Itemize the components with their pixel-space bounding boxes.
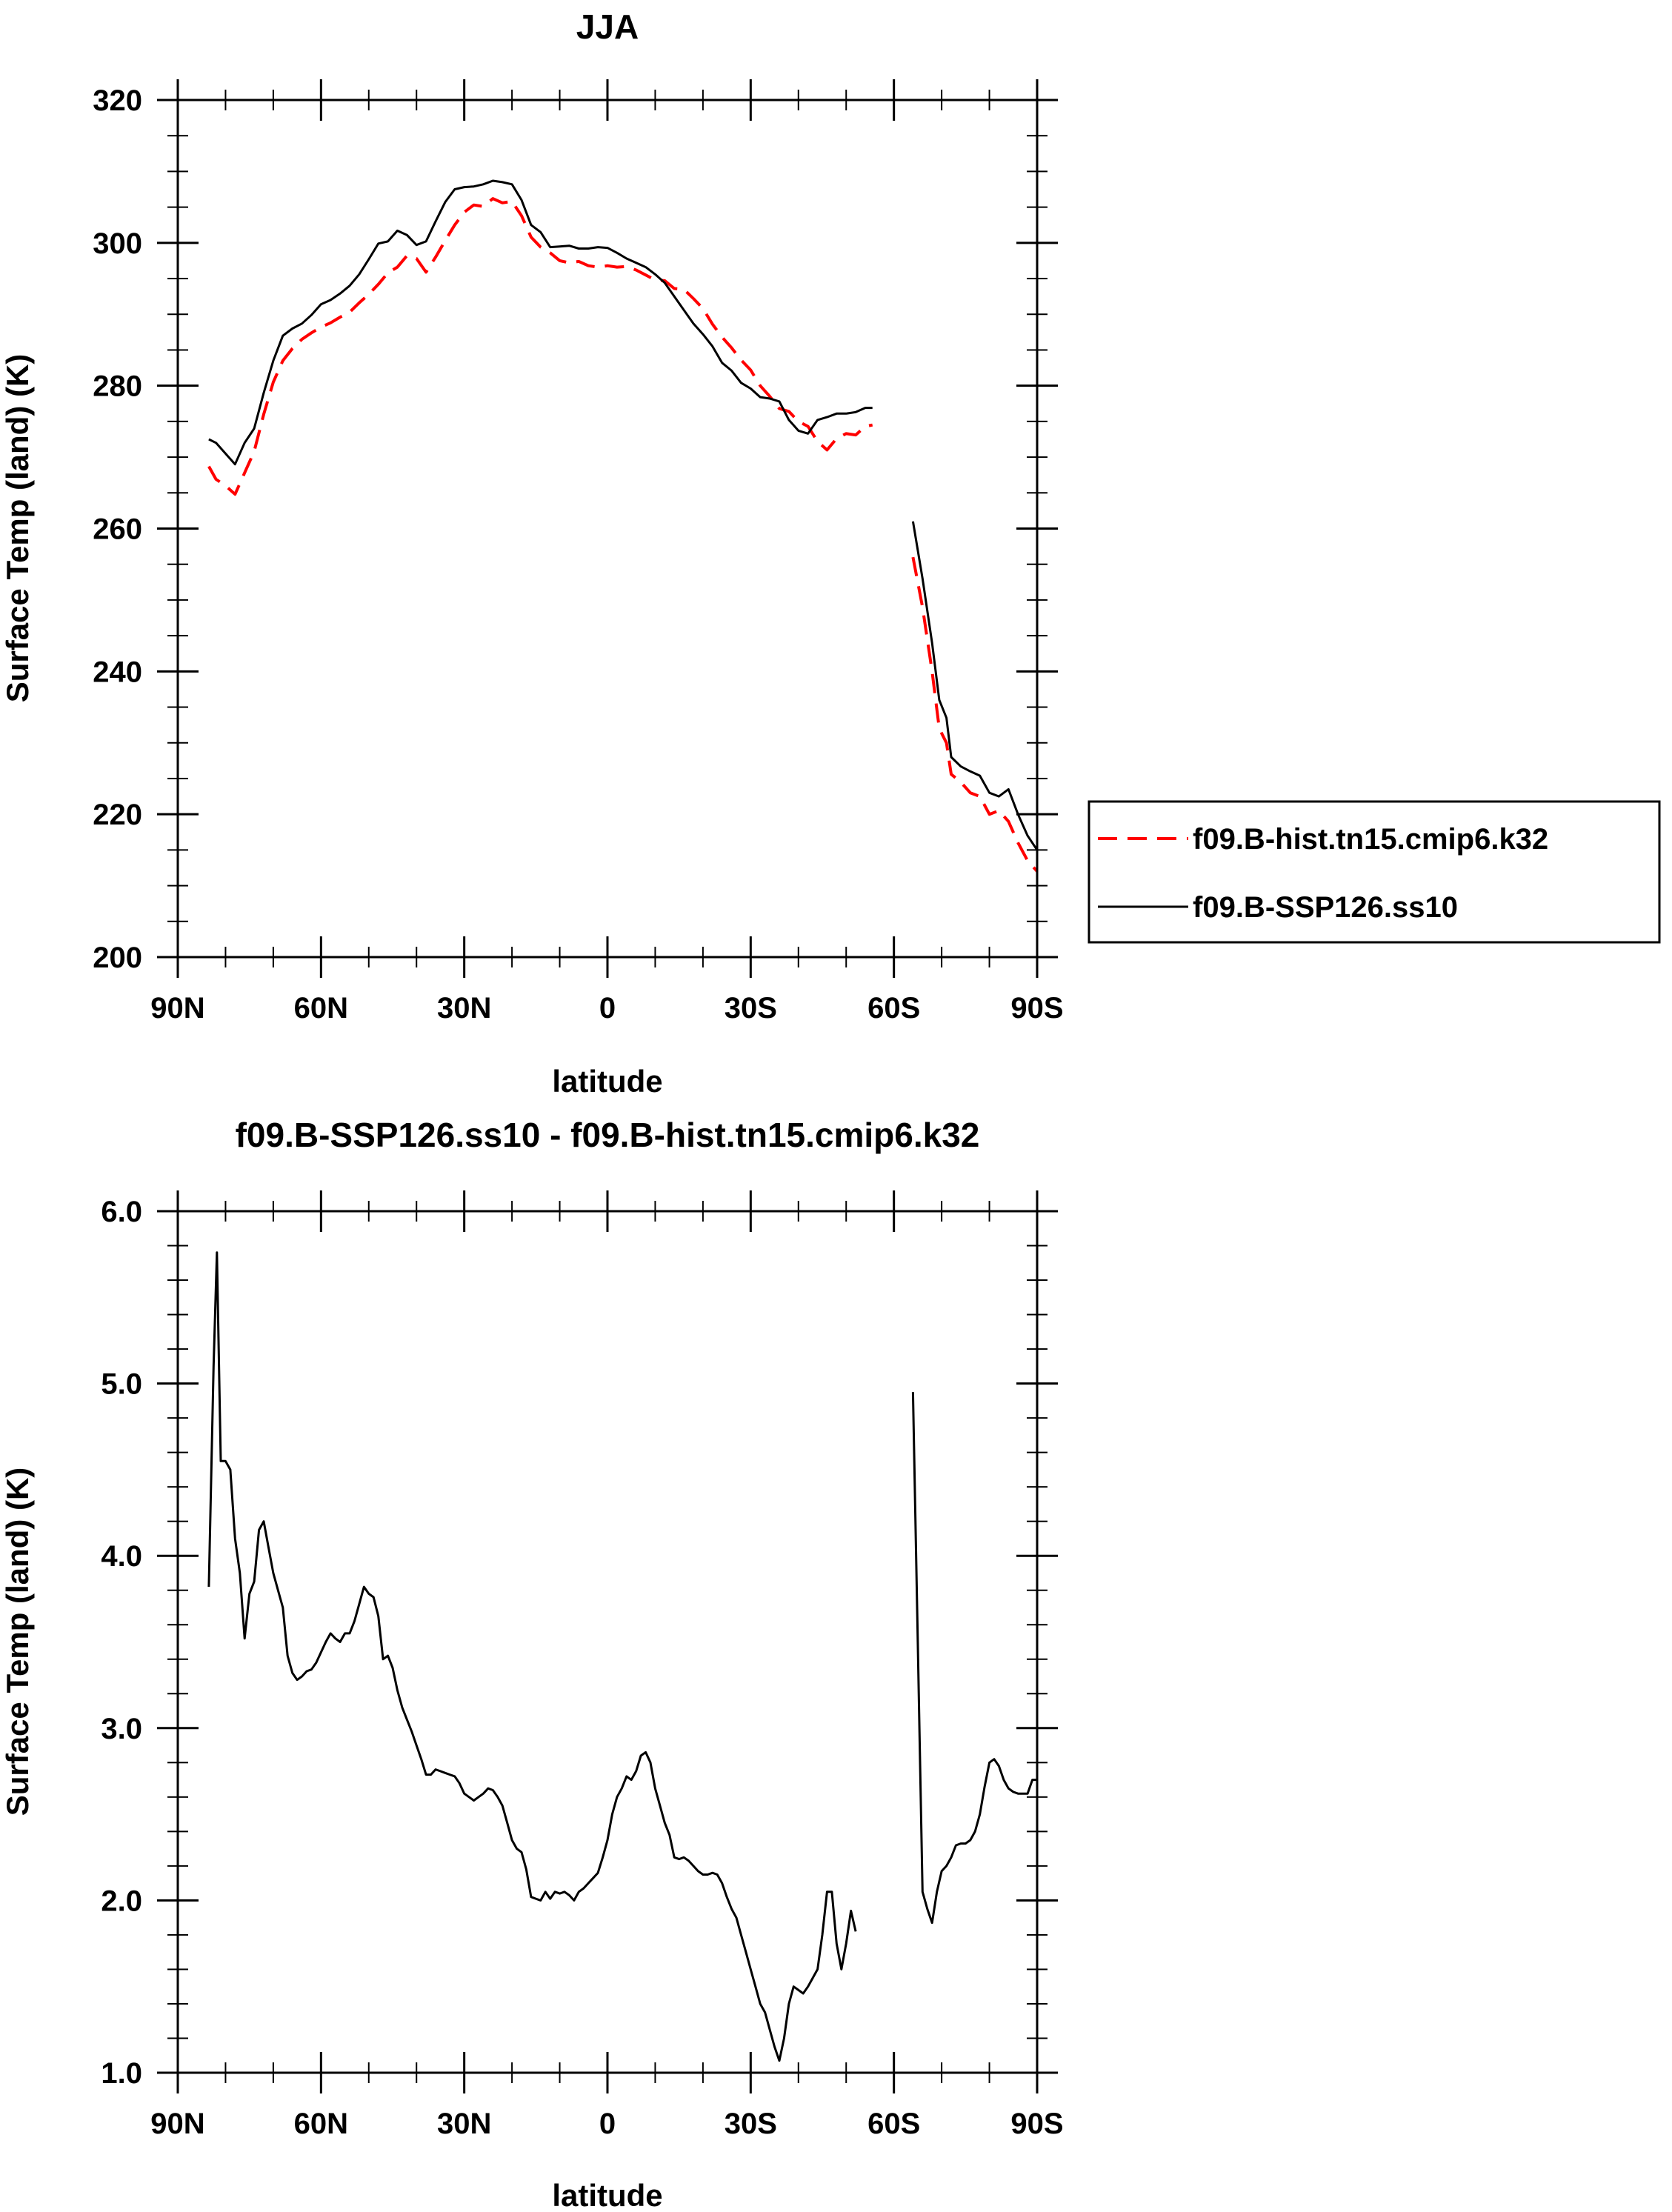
top-chart-y-tick-label: 200 [93, 942, 142, 974]
bottom-chart-y-tick-label: 2.0 [101, 1885, 142, 1917]
legend: f09.B-hist.tn15.cmip6.k32 f09.B-SSP126.s… [1088, 800, 1661, 944]
legend-box [1088, 800, 1661, 944]
top-chart-y-axis-label: Surface Temp (land) (K) [0, 354, 35, 703]
bottom-chart-x-tick-label: 0 [599, 2108, 616, 2140]
bottom-chart-series-0-segment-0 [207, 1251, 857, 2062]
top-chart-y-tick-label: 280 [93, 370, 142, 403]
top-chart-series-1-segment-1 [911, 521, 1039, 851]
top-chart-y-tick-label: 260 [93, 513, 142, 546]
top-chart-series-0-segment-0 [207, 197, 873, 496]
top-chart-y-tick-label: 320 [93, 84, 142, 117]
top-chart-y-tick-label: 300 [93, 227, 142, 260]
top-chart-y-tick-label: 240 [93, 656, 142, 688]
bottom-chart-x-tick-label: 60N [294, 2108, 348, 2140]
bottom-chart-lines [207, 1251, 1037, 2062]
bottom-chart-x-ticks: 90N 60N 30N 0 30S 60S 90S [150, 1190, 1064, 2140]
top-chart-x-tick-label: 30S [725, 992, 777, 1025]
bottom-chart-y-tick-label: 1.0 [101, 2057, 142, 2090]
bottom-chart-y-ticks: 1.0 2.0 3.0 4.0 5.0 6.0 [101, 1196, 1058, 2090]
bottom-chart-x-tick-label: 60S [867, 2108, 920, 2140]
top-chart-x-tick-label: 90N [150, 992, 204, 1025]
bottom-chart-title: f09.B-SSP126.ss10 - f09.B-hist.tn15.cmip… [236, 1116, 980, 1154]
bottom-chart-x-tick-label: 90S [1010, 2108, 1063, 2140]
bottom-chart-y-tick-label: 6.0 [101, 1196, 142, 1228]
bottom-chart-x-tick-label: 30S [725, 2108, 777, 2140]
top-chart-x-ticks: 90N 60N 30N 0 30S 60S 90S [150, 79, 1064, 1025]
top-chart-x-tick-label: 30N [437, 992, 491, 1025]
top-chart-x-tick-label: 90S [1010, 992, 1063, 1025]
top-chart-lines [207, 179, 1039, 873]
top-chart-series-1-segment-0 [208, 179, 873, 466]
bottom-chart-x-tick-label: 90N [150, 2108, 204, 2140]
top-chart-x-axis-label: latitude [552, 1064, 662, 1099]
bottom-chart-x-tick-label: 30N [437, 2108, 491, 2140]
top-chart-x-tick-label: 60S [867, 992, 920, 1025]
bottom-chart-x-axis-label: latitude [552, 2178, 662, 2212]
top-chart-title: JJA [576, 7, 639, 46]
bottom-chart-y-tick-label: 5.0 [101, 1368, 142, 1401]
bottom-chart-y-axis-label: Surface Temp (land) (K) [0, 1468, 35, 1816]
top-chart: JJA 90N 60N 30N 0 30S 60S 90S 200 220 240 260 280 3… [0, 7, 1661, 1099]
legend-label-hist: f09.B-hist.tn15.cmip6.k32 [1193, 823, 1548, 856]
bottom-chart: f09.B-SSP126.ss10 - f09.B-hist.tn15.cmip… [0, 1116, 1064, 2212]
top-chart-x-tick-label: 60N [294, 992, 348, 1025]
bottom-chart-series-0-segment-1 [911, 1392, 1037, 1925]
bottom-chart-y-tick-label: 4.0 [101, 1540, 142, 1573]
top-chart-series-0-segment-1 [911, 556, 1039, 873]
top-chart-y-ticks: 200 220 240 260 280 300 320 [93, 84, 1058, 974]
top-chart-y-tick-label: 220 [93, 799, 142, 831]
legend-label-ssp126: f09.B-SSP126.ss10 [1193, 891, 1458, 924]
bottom-chart-y-tick-label: 3.0 [101, 1713, 142, 1745]
top-chart-x-tick-label: 0 [599, 992, 616, 1025]
